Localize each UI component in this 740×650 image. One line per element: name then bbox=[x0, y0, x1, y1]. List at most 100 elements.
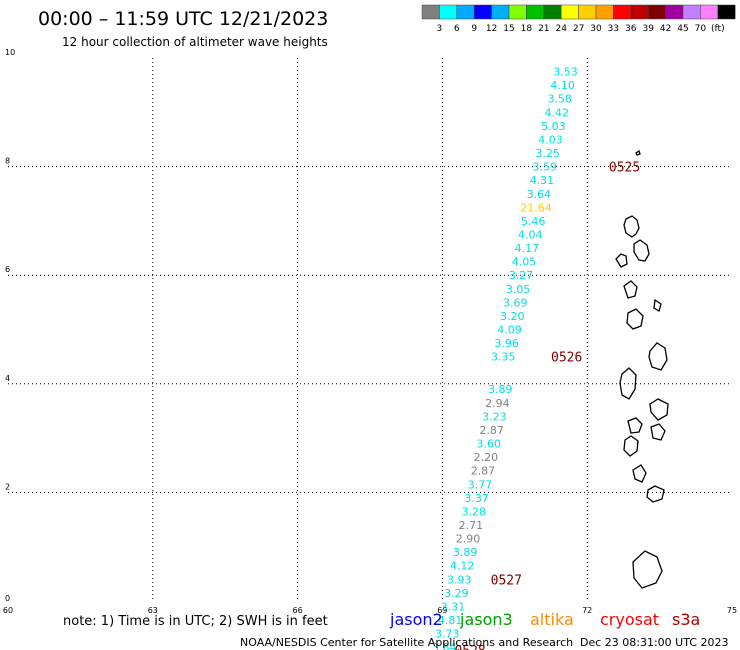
satellite-name: altika bbox=[530, 610, 574, 629]
swh-label: 2.87 bbox=[479, 424, 504, 437]
island-outline bbox=[632, 550, 663, 589]
time-label: 0526 bbox=[551, 351, 582, 366]
swh-label: 3.05 bbox=[506, 283, 531, 296]
swh-label: 3.96 bbox=[494, 337, 519, 350]
swh-label: 3.69 bbox=[503, 296, 528, 309]
colorbar-label: 12 bbox=[486, 24, 497, 34]
swh-label: 2.20 bbox=[474, 451, 499, 464]
colorbar-swatch bbox=[526, 4, 545, 20]
y-tick-label: 4 bbox=[5, 374, 10, 383]
x-tick-label: 72 bbox=[582, 606, 592, 615]
colorbar-swatch bbox=[630, 4, 649, 20]
colorbar-label: 70 bbox=[695, 24, 707, 34]
colorbar-label: 21 bbox=[538, 24, 549, 34]
colorbar-swatch bbox=[456, 4, 475, 20]
x-tick-label: 69 bbox=[437, 606, 447, 615]
swh-label: 3.27 bbox=[509, 269, 534, 282]
swh-label: 3.25 bbox=[535, 147, 560, 160]
colorbar-label: (ft) bbox=[711, 24, 725, 34]
colorbar-swatch bbox=[421, 4, 440, 20]
swh-label: 4.17 bbox=[515, 242, 540, 255]
swh-label: 2.90 bbox=[456, 533, 481, 546]
colorbar-swatch bbox=[439, 4, 458, 20]
colorbar-swatch bbox=[578, 4, 597, 20]
colorbar-label: 30 bbox=[590, 24, 602, 34]
swh-label: 3.89 bbox=[453, 546, 478, 559]
satellite-name: s3a bbox=[672, 610, 700, 629]
colorbar-swatch bbox=[473, 4, 492, 20]
island-outline bbox=[623, 435, 639, 457]
satellite-name: cryosat bbox=[600, 610, 659, 629]
time-label: 0525 bbox=[609, 161, 640, 176]
colorbar-label: 9 bbox=[471, 24, 477, 34]
island-outline bbox=[627, 417, 643, 434]
swh-label: 5.03 bbox=[541, 120, 566, 133]
footer-note: note: 1) Time is in UTC; 2) SWH is in fe… bbox=[63, 614, 328, 629]
swh-label: 3.20 bbox=[500, 310, 525, 323]
satellite-name: jason2 bbox=[389, 610, 443, 629]
swh-label: 2.71 bbox=[459, 519, 484, 532]
swh-label: 3.23 bbox=[482, 410, 507, 423]
swh-label: 3.89 bbox=[488, 383, 513, 396]
colorbar-label: 18 bbox=[521, 24, 533, 34]
axis-ticks: 60 63 66 69 72 75 0 2 4 6 8 10 bbox=[3, 48, 737, 615]
swh-label: 3.93 bbox=[447, 573, 472, 586]
colorbar-label: 42 bbox=[660, 24, 671, 34]
swh-label: 3.31 bbox=[441, 600, 466, 613]
colorbar-swatch bbox=[665, 4, 684, 20]
swh-label: 21.64 bbox=[520, 201, 552, 214]
swh-label: 3.35 bbox=[491, 351, 516, 364]
footer-credit: NOAA/NESDIS Center for Satellite Applica… bbox=[240, 636, 573, 649]
island-outline bbox=[646, 485, 665, 503]
island-outline bbox=[633, 239, 650, 262]
y-tick-label: 8 bbox=[5, 157, 10, 166]
colorbar-label: 27 bbox=[573, 24, 584, 34]
x-tick-label: 63 bbox=[148, 606, 158, 615]
colorbar-label: 3 bbox=[437, 24, 443, 34]
swh-label: 4.31 bbox=[530, 174, 555, 187]
colorbar-swatch bbox=[491, 4, 510, 20]
swh-label: 3.64 bbox=[527, 188, 552, 201]
time-label: 0527 bbox=[491, 573, 522, 588]
swh-label: 4.04 bbox=[518, 228, 543, 241]
colorbar-label: 45 bbox=[677, 24, 688, 34]
time-labels: 0525 0526 0527 0528 bbox=[454, 161, 640, 650]
island-outline bbox=[632, 464, 647, 483]
colorbar-label: 6 bbox=[454, 24, 460, 34]
colorbar-swatch bbox=[717, 4, 736, 20]
x-tick-label: 60 bbox=[3, 606, 13, 615]
swh-label: 3.58 bbox=[547, 93, 572, 106]
footer-timestamp: Dec 23 08:31:00 UTC 2023 bbox=[580, 636, 728, 649]
swh-label: 3.73 bbox=[435, 628, 460, 641]
island-outline bbox=[619, 367, 637, 400]
y-tick-label: 6 bbox=[5, 265, 10, 274]
colorbar-label: 33 bbox=[608, 24, 619, 34]
swh-label: 3.60 bbox=[476, 438, 501, 451]
swh-label: 3.53 bbox=[553, 66, 578, 79]
y-tick-label: 10 bbox=[5, 48, 15, 57]
swh-label: 4.10 bbox=[550, 79, 575, 92]
island-outline bbox=[626, 308, 644, 330]
color-legend: 3 6 9 12 15 18 21 24 27 30 33 36 39 42 45 70 (ft) bbox=[421, 4, 736, 34]
swh-label: 4.09 bbox=[497, 324, 522, 337]
swh-label: 3.77 bbox=[468, 478, 493, 491]
colorbar-swatch bbox=[595, 4, 614, 20]
island-outline bbox=[615, 253, 628, 268]
swh-label: 3.59 bbox=[532, 161, 557, 174]
y-tick-label: 2 bbox=[5, 482, 10, 491]
time-label: 0528 bbox=[454, 644, 485, 650]
island-outline bbox=[649, 398, 669, 421]
colorbar-swatch bbox=[700, 4, 719, 20]
chart-title: 00:00 – 11:59 UTC 12/21/2023 bbox=[38, 8, 328, 30]
grid-lines bbox=[8, 58, 732, 601]
swh-label: 4.03 bbox=[538, 133, 563, 146]
colorbar-label: 39 bbox=[642, 24, 654, 34]
island-outline bbox=[650, 423, 666, 441]
swh-label: 3.37 bbox=[464, 492, 489, 505]
y-tick-label: 0 bbox=[5, 594, 10, 603]
island-outline bbox=[623, 280, 638, 299]
colorbar-swatch bbox=[647, 4, 666, 20]
x-tick-label: 66 bbox=[293, 606, 303, 615]
island-outline bbox=[653, 298, 662, 312]
